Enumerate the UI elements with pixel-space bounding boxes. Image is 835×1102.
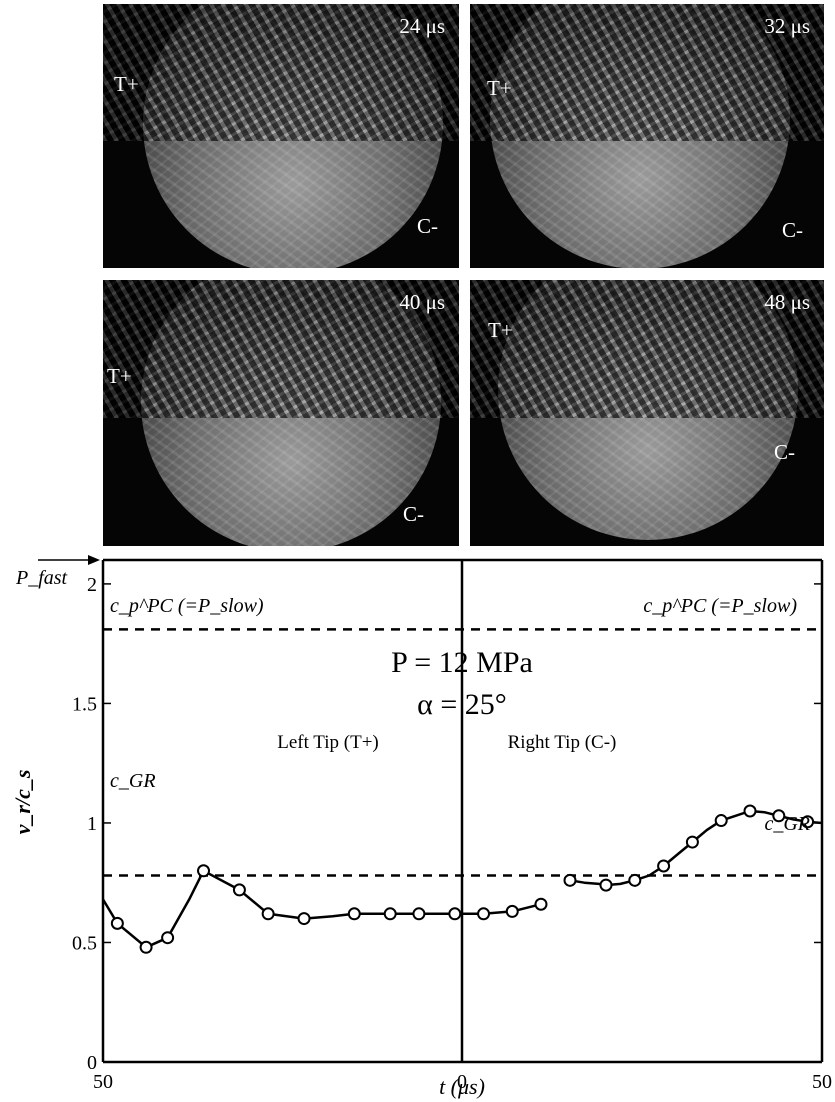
left-tip-marker — [232, 883, 246, 897]
y-tick-label: 1.5 — [72, 693, 97, 715]
left-tip-marker — [261, 907, 275, 921]
right-tip-label: Right Tip (C-) — [508, 732, 617, 753]
right-tip-marker — [657, 859, 671, 873]
right-tip-marker — [801, 815, 815, 829]
photo-panel-24us: 24 μs T+ C- — [103, 4, 459, 268]
frame-time-label: 48 μs — [764, 290, 810, 314]
cgr-label-right: c_GR — [764, 813, 810, 835]
right-tip-marker — [685, 835, 699, 849]
y-tick-label: 0.5 — [72, 932, 97, 954]
tensile-tip-label: T+ — [107, 364, 132, 388]
left-tip-marker — [347, 907, 361, 921]
right-tip-marker — [714, 814, 728, 828]
p-fast-arrow-head — [88, 555, 100, 565]
fracture-region — [103, 280, 459, 419]
fracture-region — [470, 4, 824, 142]
specimen-disc — [498, 280, 798, 540]
alpha-label: α = 25° — [417, 688, 507, 721]
left-tip-marker — [161, 931, 175, 945]
plot-frame — [101, 558, 824, 1064]
specimen-disc — [141, 280, 441, 546]
cp-label-left: c_p^PC (=P_slow) — [110, 595, 264, 617]
photo-panel-32us: 32 μs T+ C- — [470, 4, 824, 268]
series-markers — [110, 804, 815, 954]
right-tip-marker — [563, 873, 577, 887]
right-tip-marker — [772, 809, 786, 823]
left-tip-marker — [139, 940, 153, 954]
reference-lines — [103, 628, 822, 877]
y-tick-label: 0 — [87, 1052, 97, 1074]
right-tip-marker — [599, 878, 613, 892]
y-tick-label: 2 — [87, 574, 97, 596]
cgr-label-left: c_GR — [110, 770, 156, 792]
left-tip-marker — [412, 907, 426, 921]
left-tip-marker — [505, 904, 519, 918]
specimen-disc — [143, 4, 443, 268]
left-tip-marker — [110, 916, 124, 930]
photo-panel-40us: 40 μs T+ C- — [103, 280, 459, 546]
left-tip-marker — [297, 912, 311, 926]
p-fast-indicator: P_fast — [15, 555, 100, 589]
frame-time-label: 24 μs — [399, 14, 445, 38]
x-tick-label-center: 0 — [457, 1071, 467, 1093]
fracture-region — [470, 280, 824, 419]
tensile-tip-label: T+ — [114, 72, 139, 96]
photo-panel-48us: 48 μs T+ C- — [470, 280, 824, 546]
left-tip-marker — [448, 907, 462, 921]
left-tip-label: Left Tip (T+) — [277, 732, 379, 753]
velocity-chart: 0 0.5 1 1.5 2 50 0 50 P_fast c_p^PC (=P_slow… — [10, 555, 832, 1099]
right-tip-marker — [743, 804, 757, 818]
x-tick-label-left: 50 — [93, 1071, 113, 1093]
pressure-label: P = 12 MPa — [391, 646, 533, 679]
y-axis-label: v_r/c_s — [10, 770, 35, 835]
left-tip-marker — [534, 897, 548, 911]
right-tip-marker — [628, 873, 642, 887]
left-tip-marker — [477, 907, 491, 921]
p-fast-label: P_fast — [15, 567, 68, 589]
compressive-tip-label: C- — [403, 502, 424, 526]
frame-time-label: 40 μs — [399, 290, 445, 314]
compressive-tip-label: C- — [774, 440, 795, 464]
tensile-tip-label: T+ — [487, 76, 512, 100]
x-tick-label-right: 50 — [812, 1071, 832, 1093]
fracture-region — [103, 4, 459, 142]
y-tick-label: 1 — [87, 813, 97, 835]
left-tip-marker — [197, 864, 211, 878]
compressive-tip-label: C- — [417, 214, 438, 238]
tensile-tip-label: T+ — [488, 318, 513, 342]
left-tip-marker — [383, 907, 397, 921]
x-axis-ticks: 50 0 50 — [93, 1071, 832, 1093]
compressive-tip-label: C- — [782, 218, 803, 242]
x-axis-label: t (μs) — [439, 1074, 485, 1099]
specimen-disc — [490, 4, 790, 268]
frame-time-label: 32 μs — [764, 14, 810, 38]
cp-label-right: c_p^PC (=P_slow) — [643, 595, 797, 617]
